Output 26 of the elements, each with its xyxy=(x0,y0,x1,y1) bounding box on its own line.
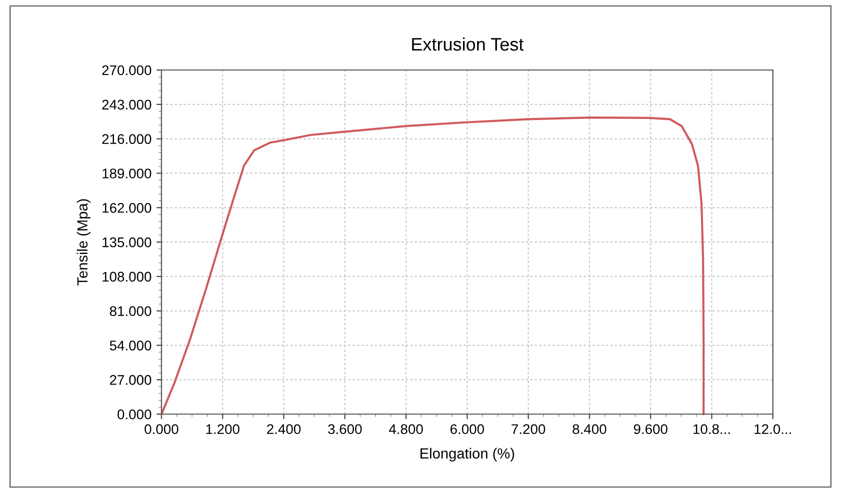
x-tick-label: 0.000 xyxy=(144,424,178,434)
x-tick-label: 1.200 xyxy=(206,424,240,434)
x-axis-title: Elongation (%) xyxy=(420,448,514,462)
y-tick-label: 243.000 xyxy=(102,100,152,110)
x-tick-label: 4.800 xyxy=(388,424,423,434)
y-tick-label: 81.000 xyxy=(110,306,152,316)
x-tick-label: 3.600 xyxy=(328,424,362,434)
x-tick-label: 12.0... xyxy=(754,424,791,434)
x-tick-label: 2.400 xyxy=(267,424,301,434)
y-tick-label: 0.000 xyxy=(118,409,152,420)
x-tick-label: 8.400 xyxy=(572,424,606,434)
x-tick-label: 6.000 xyxy=(450,424,484,434)
y-tick-label: 108.000 xyxy=(102,272,152,282)
x-tick-label: 7.200 xyxy=(512,424,546,434)
y-tick-label: 135.000 xyxy=(102,237,152,248)
chart-title: Extrusion Test xyxy=(412,37,524,51)
y-tick-label: 189.000 xyxy=(102,168,152,178)
y-tick-label: 270.000 xyxy=(102,65,152,76)
x-tick-label: 9.600 xyxy=(634,424,668,434)
y-tick-label: 162.000 xyxy=(102,202,152,213)
y-axis-title: Tensile (Mpa) xyxy=(76,199,90,286)
line-series xyxy=(160,116,705,416)
y-tick-label: 54.000 xyxy=(110,340,152,350)
x-tick-label: 10.8... xyxy=(693,424,730,434)
y-tick-label: 216.000 xyxy=(102,134,152,144)
y-tick-label: 27.000 xyxy=(110,375,152,385)
